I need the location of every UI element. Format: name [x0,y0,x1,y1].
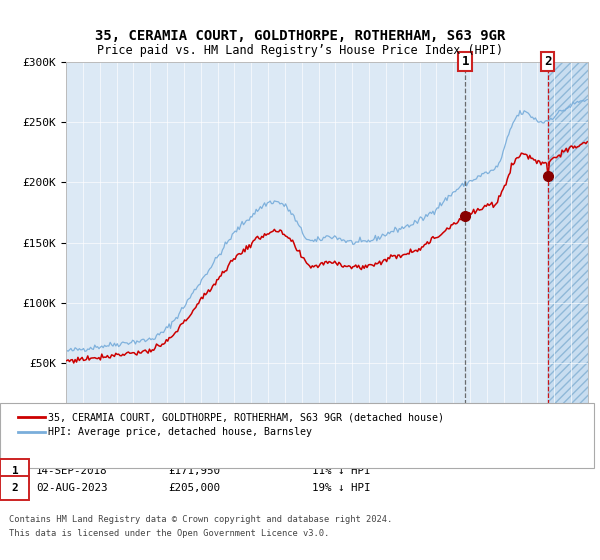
Text: This data is licensed under the Open Government Licence v3.0.: This data is licensed under the Open Gov… [9,529,329,538]
Text: 2: 2 [11,483,19,493]
Text: Price paid vs. HM Land Registry’s House Price Index (HPI): Price paid vs. HM Land Registry’s House … [97,44,503,57]
Text: 11% ↓ HPI: 11% ↓ HPI [312,466,371,476]
Text: 1: 1 [461,55,469,68]
Text: HPI: Average price, detached house, Barnsley: HPI: Average price, detached house, Barn… [48,427,312,437]
Text: 2: 2 [544,55,551,68]
Text: 35, CERAMIA COURT, GOLDTHORPE, ROTHERHAM, S63 9GR (detached house): 35, CERAMIA COURT, GOLDTHORPE, ROTHERHAM… [48,412,444,422]
Text: 1: 1 [11,466,19,476]
Text: £205,000: £205,000 [168,483,220,493]
Text: 19% ↓ HPI: 19% ↓ HPI [312,483,371,493]
Text: £171,950: £171,950 [168,466,220,476]
Text: 02-AUG-2023: 02-AUG-2023 [36,483,107,493]
Text: 35, CERAMIA COURT, GOLDTHORPE, ROTHERHAM, S63 9GR: 35, CERAMIA COURT, GOLDTHORPE, ROTHERHAM… [95,29,505,44]
Bar [548,62,600,424]
Text: 14-SEP-2018: 14-SEP-2018 [36,466,107,476]
Text: Contains HM Land Registry data © Crown copyright and database right 2024.: Contains HM Land Registry data © Crown c… [9,515,392,524]
